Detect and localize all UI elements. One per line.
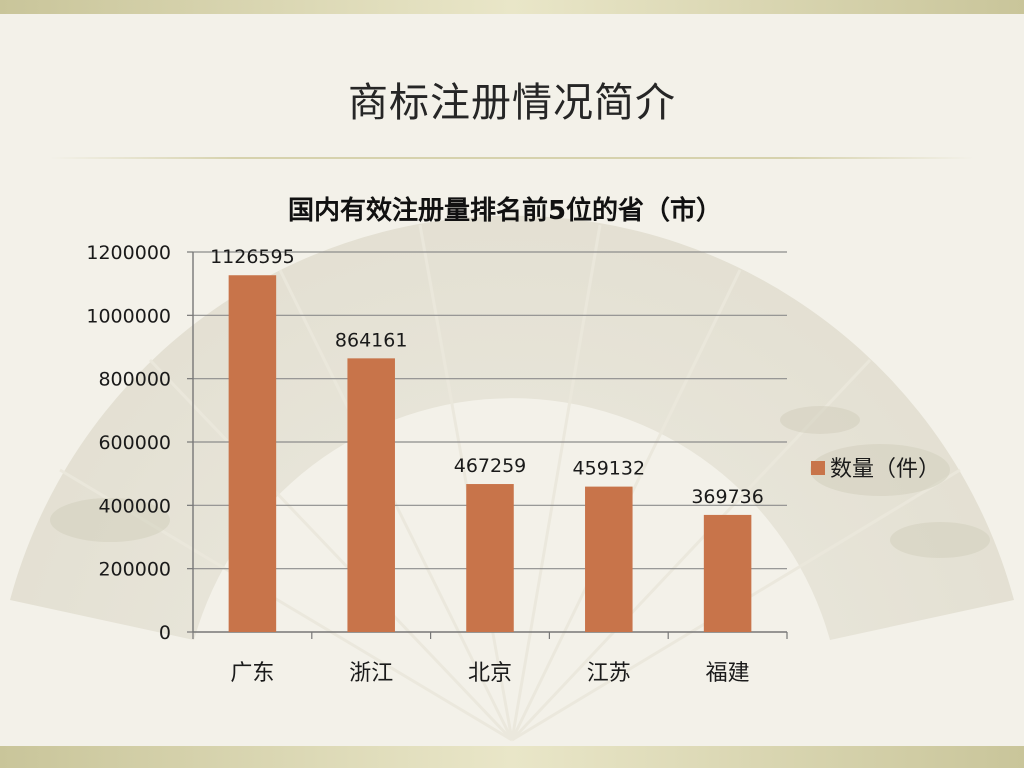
bars — [228, 275, 752, 632]
legend-label: 数量（件） — [830, 457, 940, 482]
y-tick-label: 1200000 — [86, 242, 171, 264]
bar-2 — [466, 484, 514, 632]
y-tick-label: 0 — [159, 622, 171, 644]
legend: 数量（件） — [811, 457, 940, 482]
y-axis-ticks: 0 200000 400000 600000 800000 1000000 1200000 — [86, 242, 171, 644]
bar-1 — [347, 358, 395, 632]
chart-title: 国内有效注册量排名前5位的省（市） — [288, 195, 722, 226]
y-tick-label: 400000 — [98, 495, 171, 517]
x-category-label: 福建 — [706, 661, 750, 686]
data-label: 864161 — [335, 329, 408, 351]
x-category-label: 江苏 — [587, 661, 631, 686]
x-category-label: 浙江 — [349, 661, 393, 686]
bar-3 — [585, 486, 633, 632]
y-tick-label: 1000000 — [86, 305, 171, 327]
x-category-label: 广东 — [230, 661, 274, 686]
y-tick-label: 800000 — [98, 369, 171, 391]
x-category-label: 北京 — [468, 661, 512, 686]
data-label: 459132 — [573, 458, 646, 480]
bar-4 — [703, 514, 752, 632]
data-labels: 1126595 864161 467259 459132 369736 — [210, 246, 764, 508]
y-tick-label: 200000 — [98, 559, 171, 581]
title-divider — [50, 157, 974, 159]
bar-0 — [228, 275, 277, 632]
data-label: 1126595 — [210, 246, 295, 268]
data-label: 467259 — [454, 455, 527, 477]
top-decor-band — [0, 0, 1024, 14]
legend-swatch — [811, 461, 825, 475]
data-label: 369736 — [691, 486, 764, 508]
slide-title: 商标注册情况简介 — [348, 80, 676, 126]
y-tick-label: 600000 — [98, 432, 171, 454]
x-axis-categories: 广东 浙江 北京 江苏 福建 — [230, 661, 749, 686]
bottom-decor-band — [0, 746, 1024, 768]
